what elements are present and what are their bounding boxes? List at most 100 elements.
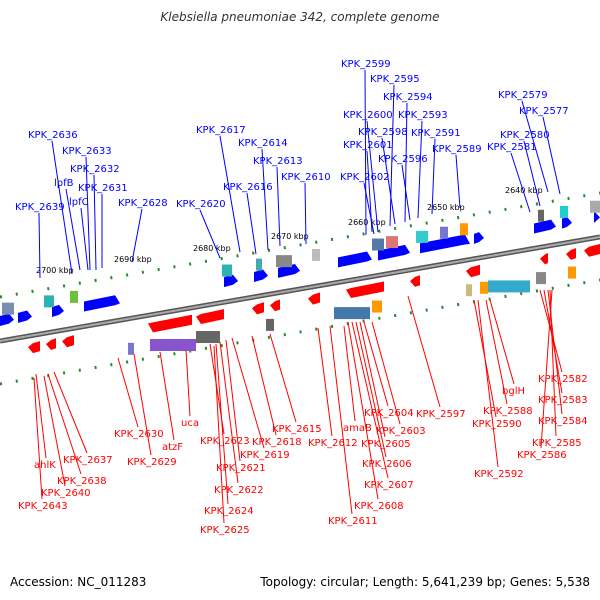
forward-label-leader	[381, 137, 396, 225]
reverse-gene-label: atzF	[162, 442, 183, 453]
feature-block	[150, 339, 196, 351]
forward-gene-label: KPK_2581	[487, 142, 537, 153]
forward-gene-arrow	[278, 264, 300, 278]
feature-block	[466, 284, 472, 297]
forward-gene-label: KPK_2598	[358, 127, 408, 138]
reverse-gene-label: KPK_2629	[127, 457, 177, 468]
forward-gene-label: KPK_2616	[223, 182, 273, 193]
forward-label-leader	[93, 174, 97, 271]
feature-block	[536, 272, 546, 285]
forward-label-leader	[51, 140, 73, 275]
reverse-gene-label: amaB	[343, 423, 372, 434]
forward-label-leader	[246, 192, 257, 255]
genome-stats-text: Topology: circular; Length: 5,641,239 bp…	[260, 575, 590, 589]
forward-gene-label: KPK_2580	[500, 130, 550, 141]
forward-label-leader	[521, 100, 549, 193]
reverse-gene-label: KPK_2586	[517, 450, 567, 461]
tick-label: 2700 kbp	[36, 266, 74, 275]
forward-label-leader	[364, 69, 367, 236]
reverse-label-leader	[47, 373, 82, 475]
reverse-gene-label: KPK_2640	[41, 488, 91, 499]
reverse-gene-label: bglH	[502, 386, 525, 397]
reverse-label-leader	[540, 289, 553, 449]
reverse-gene-label: KPK_2625	[200, 525, 250, 536]
reverse-gene-label: KPK_2621	[216, 463, 266, 474]
reverse-gene-arrow	[148, 314, 192, 333]
forward-gene-label: KPK_2617	[196, 125, 246, 136]
feature-block	[256, 258, 262, 271]
tick-label: 2660 kbp	[348, 218, 386, 227]
forward-gene-label: KPK_2620	[176, 199, 226, 210]
feature-block	[276, 255, 292, 268]
tick-label: 2670 kbp	[271, 232, 309, 241]
forward-label-leader	[366, 120, 379, 233]
forward-gene-label: KPK_2633	[62, 146, 112, 157]
reverse-label-leader	[231, 337, 265, 449]
forward-label-leader	[431, 138, 436, 215]
reverse-label-leader	[133, 353, 152, 456]
reverse-gene-label: KPK_2590	[472, 419, 522, 430]
forward-gene-arrow	[84, 295, 120, 312]
forward-gene-arrow	[474, 232, 484, 244]
forward-label-leader	[417, 120, 423, 219]
reverse-label-leader	[185, 349, 191, 417]
forward-gene-arrow	[594, 212, 600, 224]
feature-block	[372, 300, 382, 313]
forward-gene-arrow	[420, 234, 470, 254]
reverse-gene-label: KPK_2606	[362, 459, 412, 470]
reverse-gene-label: KPK_2638	[57, 476, 107, 487]
reverse-gene-label: KPK_2584	[538, 416, 588, 427]
feature-block	[488, 280, 530, 293]
forward-gene-label: KPK_2599	[341, 59, 391, 70]
forward-label-leader	[65, 188, 81, 271]
forward-label-leader	[404, 102, 408, 223]
forward-label-leader	[389, 84, 395, 227]
reverse-label-leader	[329, 325, 353, 515]
reverse-label-leader	[215, 343, 229, 505]
reverse-gene-label: KPK_2615	[272, 424, 322, 435]
feature-block	[266, 318, 274, 331]
reverse-label-leader	[359, 321, 386, 438]
reverse-gene-label: KPK_2637	[63, 455, 113, 466]
reverse-label-leader	[489, 299, 515, 385]
reverse-gene-arrow	[466, 264, 480, 278]
forward-gene-label: KPK_2577	[519, 106, 569, 117]
reverse-label-leader	[269, 333, 297, 423]
reverse-label-leader	[43, 375, 66, 487]
reverse-gene-arrow	[28, 341, 40, 354]
tick-label: 2650 kbp	[427, 203, 465, 212]
reverse-label-leader	[317, 327, 333, 437]
reverse-label-leader	[225, 339, 241, 462]
reverse-label-leader	[363, 321, 389, 407]
reverse-label-leader	[477, 299, 499, 468]
reverse-gene-label: KPK_2603	[376, 426, 426, 437]
feature-block	[416, 230, 428, 243]
forward-label-leader	[38, 212, 41, 279]
feature-block	[480, 281, 488, 294]
reverse-gene-label: KPK_2597	[416, 409, 466, 420]
reverse-gene-label: KPK_2624	[204, 506, 254, 517]
feature-block	[222, 264, 232, 277]
reverse-label-leader	[549, 289, 557, 437]
forward-gene-label: KPK_2589	[432, 144, 482, 155]
reverse-label-leader	[251, 335, 277, 436]
forward-gene-arrow	[224, 274, 238, 288]
forward-gene-label: KPK_2614	[238, 138, 288, 149]
feature-block	[128, 342, 134, 355]
forward-label-leader	[523, 140, 541, 207]
forward-gene-label: KPK_2602	[340, 172, 390, 183]
feature-block	[372, 238, 384, 251]
reverse-gene-label: KPK_2622	[214, 485, 264, 496]
feature-block	[460, 223, 468, 236]
reverse-gene-label: KPK_2608	[354, 501, 404, 512]
forward-gene-arrow	[254, 269, 268, 282]
reverse-gene-arrow	[46, 338, 56, 351]
reverse-label-leader	[485, 299, 508, 405]
forward-gene-label: KPK_2593	[398, 110, 448, 121]
forward-label-leader	[455, 154, 461, 209]
forward-label-leader	[304, 182, 307, 245]
forward-gene-label: KPK_2639	[15, 202, 65, 213]
feature-block	[560, 205, 568, 218]
forward-gene-label: KPK_2600	[343, 110, 393, 121]
